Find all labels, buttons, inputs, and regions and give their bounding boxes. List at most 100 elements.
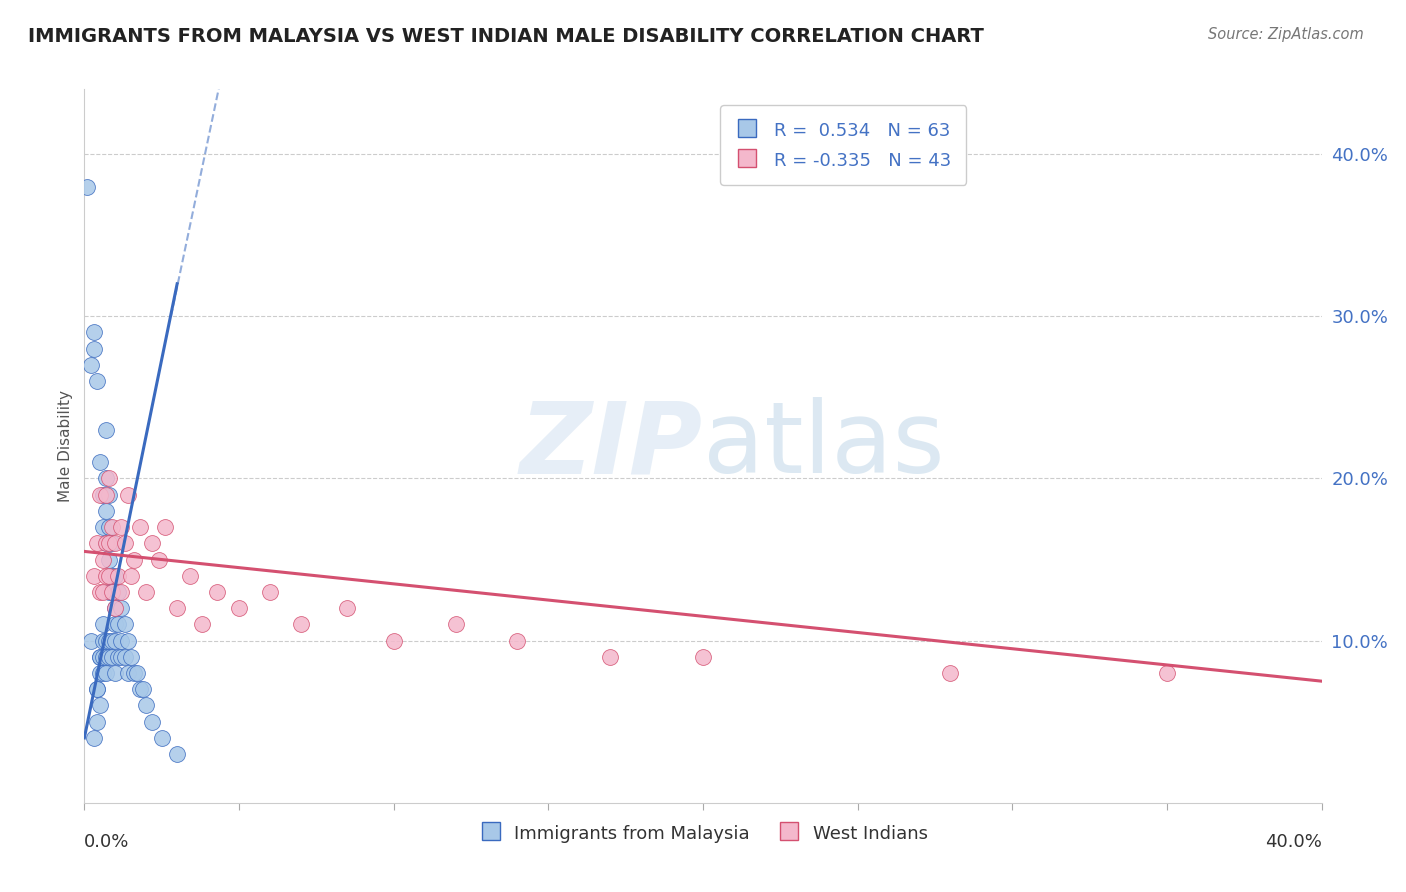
- Point: [76, 179, 98, 194]
- Point: [89, 649, 111, 664]
- Point: [104, 666, 127, 681]
- Point: [104, 536, 127, 550]
- Point: [141, 536, 163, 550]
- Point: [110, 633, 132, 648]
- Legend: Immigrants from Malaysia, West Indians: Immigrants from Malaysia, West Indians: [471, 815, 935, 851]
- Point: [506, 633, 529, 648]
- Point: [259, 585, 281, 599]
- Text: 40.0%: 40.0%: [1265, 833, 1322, 851]
- Point: [150, 731, 173, 745]
- Point: [94, 423, 117, 437]
- Point: [135, 585, 157, 599]
- Point: [94, 666, 117, 681]
- Point: [444, 617, 467, 632]
- Point: [692, 649, 714, 664]
- Point: [83, 731, 105, 745]
- Point: [207, 585, 229, 599]
- Point: [117, 633, 139, 648]
- Point: [166, 747, 188, 761]
- Point: [89, 488, 111, 502]
- Point: [94, 488, 117, 502]
- Point: [939, 666, 962, 681]
- Text: atlas: atlas: [703, 398, 945, 494]
- Point: [89, 698, 111, 713]
- Point: [179, 568, 201, 582]
- Point: [94, 471, 117, 485]
- Text: ZIP: ZIP: [520, 398, 703, 494]
- Point: [104, 633, 127, 648]
- Point: [89, 649, 111, 664]
- Point: [114, 649, 136, 664]
- Point: [91, 666, 114, 681]
- Point: [79, 358, 101, 372]
- Point: [117, 666, 139, 681]
- Point: [107, 649, 129, 664]
- Point: [114, 536, 136, 550]
- Point: [83, 568, 105, 582]
- Point: [98, 520, 121, 534]
- Point: [101, 585, 124, 599]
- Point: [117, 488, 139, 502]
- Point: [86, 714, 108, 729]
- Point: [101, 633, 124, 648]
- Point: [98, 471, 121, 485]
- Point: [101, 649, 124, 664]
- Point: [94, 504, 117, 518]
- Point: [114, 617, 136, 632]
- Point: [120, 568, 142, 582]
- Text: IMMIGRANTS FROM MALAYSIA VS WEST INDIAN MALE DISABILITY CORRELATION CHART: IMMIGRANTS FROM MALAYSIA VS WEST INDIAN …: [28, 27, 984, 45]
- Point: [101, 520, 124, 534]
- Point: [94, 633, 117, 648]
- Point: [89, 666, 111, 681]
- Point: [153, 520, 176, 534]
- Point: [98, 488, 121, 502]
- Point: [290, 617, 312, 632]
- Point: [336, 601, 359, 615]
- Point: [79, 633, 101, 648]
- Point: [86, 374, 108, 388]
- Point: [86, 682, 108, 697]
- Point: [101, 536, 124, 550]
- Point: [91, 585, 114, 599]
- Point: [129, 520, 152, 534]
- Point: [132, 682, 155, 697]
- Point: [94, 536, 117, 550]
- Point: [94, 536, 117, 550]
- Point: [228, 601, 250, 615]
- Point: [89, 585, 111, 599]
- Point: [125, 666, 148, 681]
- Point: [101, 585, 124, 599]
- Point: [91, 649, 114, 664]
- Point: [104, 617, 127, 632]
- Point: [107, 617, 129, 632]
- Point: [86, 682, 108, 697]
- Point: [166, 601, 188, 615]
- Point: [1156, 666, 1178, 681]
- Point: [122, 552, 145, 566]
- Point: [98, 649, 121, 664]
- Point: [122, 666, 145, 681]
- Point: [191, 617, 214, 632]
- Point: [91, 520, 114, 534]
- Point: [86, 536, 108, 550]
- Point: [83, 342, 105, 356]
- Point: [94, 649, 117, 664]
- Point: [141, 714, 163, 729]
- Point: [91, 552, 114, 566]
- Point: [83, 326, 105, 340]
- Point: [599, 649, 621, 664]
- Y-axis label: Male Disability: Male Disability: [58, 390, 73, 502]
- Point: [135, 698, 157, 713]
- Point: [110, 601, 132, 615]
- Point: [98, 568, 121, 582]
- Point: [382, 633, 405, 648]
- Point: [104, 568, 127, 582]
- Point: [107, 585, 129, 599]
- Point: [91, 488, 114, 502]
- Point: [98, 585, 121, 599]
- Text: 0.0%: 0.0%: [84, 833, 129, 851]
- Point: [110, 520, 132, 534]
- Point: [98, 633, 121, 648]
- Text: Source: ZipAtlas.com: Source: ZipAtlas.com: [1208, 27, 1364, 42]
- Point: [94, 568, 117, 582]
